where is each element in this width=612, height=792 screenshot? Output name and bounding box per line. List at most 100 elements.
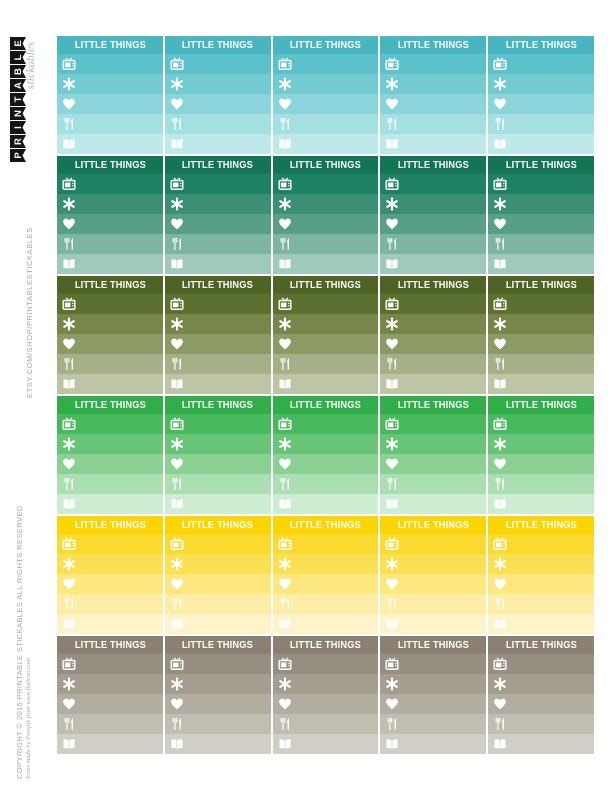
sticker-row [380, 434, 487, 454]
sticker-header: LITTLE THINGS [57, 516, 163, 534]
tv-icon [278, 537, 292, 551]
sticker-row [57, 694, 163, 714]
sticker-row [164, 714, 271, 734]
sticker-row [380, 674, 487, 694]
sticker-header-label: LITTLE THINGS [397, 159, 469, 171]
sticker-row [164, 54, 271, 74]
tv-icon [170, 177, 184, 191]
sticker-row [57, 174, 163, 194]
sticker-row [272, 474, 379, 494]
sticker-row [272, 94, 379, 114]
book-icon [62, 377, 76, 391]
asterisk-icon [385, 77, 399, 91]
sticker-sheet: LITTLE THINGS LITTLE THINGS LITTLE THINGS L… [57, 36, 594, 756]
sticker-row [272, 534, 379, 554]
sticker-header: LITTLE THINGS [380, 516, 487, 534]
sticker-row [272, 574, 379, 594]
book-icon [385, 137, 399, 151]
sticker-header-label: LITTLE THINGS [505, 519, 577, 531]
sticker-header-label: LITTLE THINGS [289, 159, 362, 171]
sticker-row [164, 74, 271, 94]
little-things-sticker: LITTLE THINGS [488, 396, 594, 514]
heart-icon [493, 337, 507, 351]
sticker-row [272, 74, 379, 94]
sticker-row [164, 614, 271, 634]
heart-icon [170, 697, 184, 711]
sticker-row [488, 214, 594, 234]
sticker-row [57, 714, 163, 734]
sticker-header: LITTLE THINGS [272, 396, 379, 414]
book-icon [385, 377, 399, 391]
sticker-row [380, 694, 487, 714]
little-things-sticker: LITTLE THINGS [272, 36, 379, 154]
sticker-row [380, 534, 487, 554]
sticker-row [272, 694, 379, 714]
book-icon [170, 377, 184, 391]
sticker-band-green: LITTLE THINGS LITTLE THINGS LITTLE THINGS L… [57, 396, 594, 514]
sticker-header-label: LITTLE THINGS [505, 639, 577, 651]
utensils-icon [493, 117, 507, 131]
sticker-header-label: LITTLE THINGS [397, 399, 469, 411]
asterisk-icon [170, 197, 184, 211]
sticker-header-label: LITTLE THINGS [182, 159, 254, 171]
sticker-row [57, 374, 163, 394]
asterisk-icon [62, 197, 76, 211]
sticker-row [488, 234, 594, 254]
heart-icon [385, 337, 399, 351]
heart-icon [385, 697, 399, 711]
sticker-row [272, 494, 379, 514]
sticker-row [272, 554, 379, 574]
tv-icon [385, 417, 399, 431]
sticker-row [272, 334, 379, 354]
sticker-header-label: LITTLE THINGS [182, 39, 254, 51]
sticker-header-label: LITTLE THINGS [74, 39, 146, 51]
little-things-sticker: LITTLE THINGS [164, 516, 271, 634]
sticker-header: LITTLE THINGS [380, 636, 487, 654]
asterisk-icon [493, 197, 507, 211]
tv-icon [170, 297, 184, 311]
sticker-row [57, 594, 163, 614]
tv-icon [385, 297, 399, 311]
sticker-row [57, 574, 163, 594]
book-icon [385, 257, 399, 271]
sticker-row [488, 574, 594, 594]
sticker-band-aqua: LITTLE THINGS LITTLE THINGS LITTLE THINGS L… [57, 36, 594, 154]
heart-icon [493, 697, 507, 711]
utensils-icon [62, 717, 76, 731]
asterisk-icon [170, 77, 184, 91]
sticker-row [272, 194, 379, 214]
heart-icon [493, 217, 507, 231]
utensils-icon [278, 237, 292, 251]
asterisk-icon [278, 197, 292, 211]
asterisk-icon [493, 317, 507, 331]
heart-icon [62, 217, 76, 231]
heart-icon [170, 217, 184, 231]
sticker-row [272, 614, 379, 634]
sticker-header: LITTLE THINGS [164, 276, 271, 294]
utensils-icon [62, 477, 76, 491]
heart-icon [62, 97, 76, 111]
utensils-icon [170, 237, 184, 251]
utensils-icon [278, 597, 292, 611]
sticker-header: LITTLE THINGS [272, 276, 379, 294]
sticker-header: LITTLE THINGS [380, 276, 487, 294]
book-icon [278, 617, 292, 631]
sticker-row [57, 474, 163, 494]
asterisk-icon [278, 317, 292, 331]
sticker-row [164, 414, 271, 434]
asterisk-icon [385, 317, 399, 331]
tv-icon [278, 297, 292, 311]
heart-icon [170, 577, 184, 591]
tv-icon [493, 297, 507, 311]
sticker-header: LITTLE THINGS [488, 636, 594, 654]
sticker-header: LITTLE THINGS [272, 36, 379, 54]
asterisk-icon [493, 677, 507, 691]
heart-icon [170, 337, 184, 351]
asterisk-icon [278, 77, 292, 91]
book-icon [278, 137, 292, 151]
book-icon [385, 737, 399, 751]
asterisk-icon [62, 77, 76, 91]
little-things-sticker: LITTLE THINGS [57, 36, 163, 154]
book-icon [170, 737, 184, 751]
